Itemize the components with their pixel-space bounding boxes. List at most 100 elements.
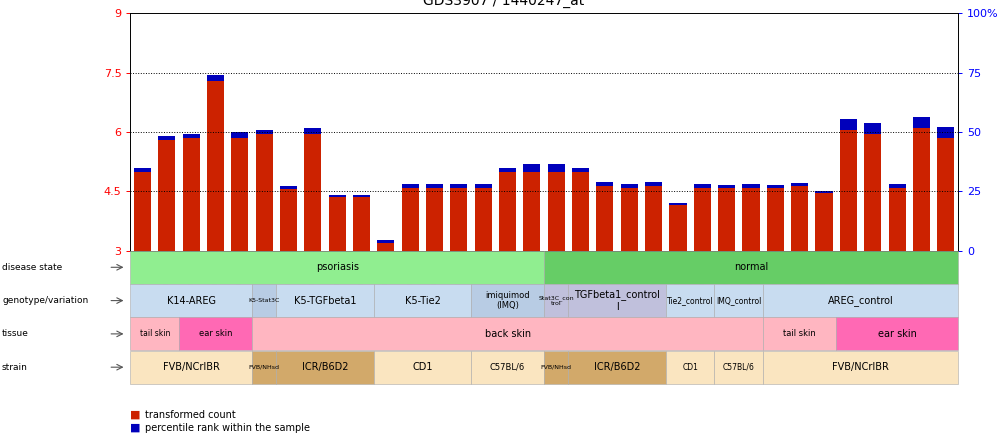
Bar (499, 172, 516, 251)
Text: FVB/NCrIBR: FVB/NCrIBR (162, 362, 219, 372)
Bar (693, 183, 710, 187)
Bar (547, 172, 564, 251)
Bar (571, 168, 588, 172)
Bar (596, 182, 613, 186)
Bar (280, 190, 297, 251)
Text: C57BL/6: C57BL/6 (722, 363, 755, 372)
Bar (620, 183, 637, 187)
Text: tail skin: tail skin (783, 329, 816, 338)
Bar (134, 168, 151, 172)
Bar (158, 136, 175, 140)
Bar (474, 187, 491, 251)
Bar (256, 130, 273, 134)
Bar (134, 172, 151, 251)
Bar (280, 186, 297, 190)
Text: FVB/NHsd: FVB/NHsd (540, 365, 571, 370)
Text: ICR/B6D2: ICR/B6D2 (593, 362, 639, 372)
Bar (474, 183, 491, 187)
Bar (767, 185, 784, 187)
Bar (523, 164, 540, 172)
Text: strain: strain (2, 363, 28, 372)
Text: CD1: CD1 (412, 362, 432, 372)
Bar (402, 183, 419, 187)
Bar (815, 194, 832, 251)
Text: IMQ_control: IMQ_control (715, 296, 761, 305)
Bar (304, 128, 321, 134)
Bar (353, 198, 370, 251)
Bar (888, 187, 905, 251)
Text: C57BL/6: C57BL/6 (490, 363, 525, 372)
Text: GDS3907 / 1440247_at: GDS3907 / 1440247_at (423, 0, 584, 8)
Text: disease state: disease state (2, 263, 62, 272)
Bar (767, 187, 784, 251)
Text: CD1: CD1 (681, 363, 697, 372)
Text: transformed count: transformed count (145, 410, 235, 420)
Bar (158, 140, 175, 251)
Bar (936, 127, 953, 138)
Text: ICR/B6D2: ICR/B6D2 (302, 362, 348, 372)
Bar (206, 81, 223, 251)
Bar (839, 119, 856, 130)
Bar (329, 194, 346, 198)
Bar (523, 172, 540, 251)
Bar (571, 172, 588, 251)
Text: ■: ■ (130, 423, 140, 433)
Text: normal: normal (733, 262, 768, 272)
Bar (182, 138, 199, 251)
Text: tail skin: tail skin (139, 329, 169, 338)
Text: psoriasis: psoriasis (316, 262, 359, 272)
Bar (644, 182, 661, 186)
Bar (668, 205, 685, 251)
Bar (329, 198, 346, 251)
Bar (377, 243, 394, 251)
Bar (499, 168, 516, 172)
Bar (596, 186, 613, 251)
Bar (402, 187, 419, 251)
Bar (426, 187, 443, 251)
Bar (912, 128, 929, 251)
Bar (717, 187, 734, 251)
Text: tissue: tissue (2, 329, 29, 338)
Text: Stat3C_con
trol: Stat3C_con trol (538, 295, 573, 306)
Bar (791, 183, 808, 186)
Text: K14-AREG: K14-AREG (166, 296, 215, 305)
Bar (741, 187, 759, 251)
Bar (231, 138, 248, 251)
Text: FVB/NHsd: FVB/NHsd (248, 365, 280, 370)
Bar (912, 117, 929, 128)
Bar (815, 190, 832, 194)
Text: percentile rank within the sample: percentile rank within the sample (145, 423, 311, 433)
Text: AREG_control: AREG_control (827, 295, 893, 306)
Text: ear skin: ear skin (877, 329, 916, 339)
Bar (304, 134, 321, 251)
Bar (620, 187, 637, 251)
Bar (206, 75, 223, 81)
Bar (791, 186, 808, 251)
Bar (450, 183, 467, 187)
Text: imiquimod
(IMQ): imiquimod (IMQ) (485, 291, 529, 310)
Bar (864, 134, 881, 251)
Text: K5-Tie2: K5-Tie2 (404, 296, 440, 305)
Text: TGFbeta1_control
l: TGFbeta1_control l (573, 289, 659, 312)
Bar (547, 164, 564, 172)
Bar (377, 240, 394, 243)
Bar (936, 138, 953, 251)
Bar (450, 187, 467, 251)
Text: FVB/NCrIBR: FVB/NCrIBR (832, 362, 888, 372)
Text: K5-TGFbeta1: K5-TGFbeta1 (294, 296, 356, 305)
Bar (888, 183, 905, 187)
Bar (741, 183, 759, 187)
Text: ear skin: ear skin (198, 329, 232, 338)
Bar (231, 132, 248, 138)
Bar (182, 134, 199, 138)
Bar (717, 185, 734, 187)
Text: genotype/variation: genotype/variation (2, 296, 88, 305)
Bar (644, 186, 661, 251)
Bar (668, 202, 685, 205)
Text: back skin: back skin (484, 329, 530, 339)
Bar (864, 123, 881, 134)
Bar (693, 187, 710, 251)
Bar (839, 130, 856, 251)
Bar (426, 183, 443, 187)
Text: K5-Stat3C: K5-Stat3C (248, 298, 280, 303)
